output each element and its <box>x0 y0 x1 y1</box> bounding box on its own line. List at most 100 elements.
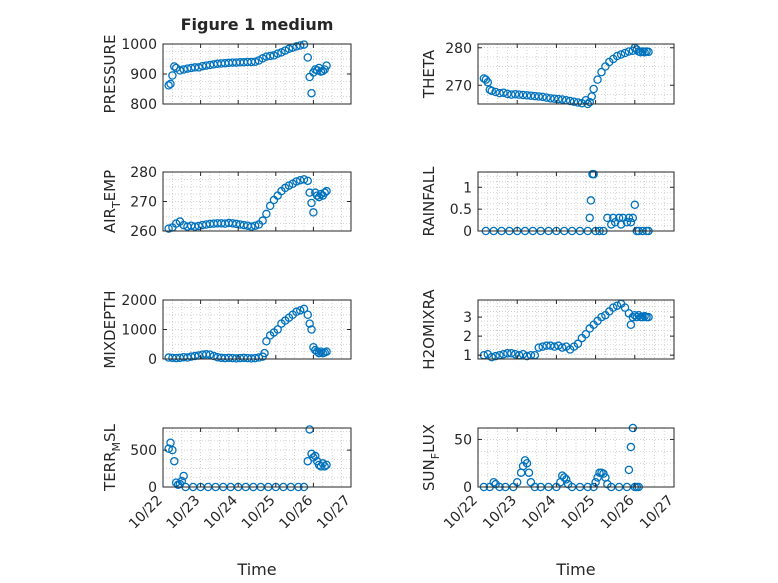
data-point <box>250 57 260 66</box>
data-point <box>624 47 634 56</box>
data-point <box>542 93 551 102</box>
y-tick-label: 0 <box>463 480 472 496</box>
data-point <box>487 352 496 362</box>
data-point <box>499 88 508 98</box>
data-point <box>303 310 313 319</box>
data-point <box>307 325 316 334</box>
y-tick-label: 2 <box>463 329 472 345</box>
data-point <box>616 50 626 59</box>
data-point <box>569 97 579 107</box>
data-point <box>518 349 528 359</box>
figure-title: Figure 1 medium <box>181 15 334 34</box>
data-point <box>322 186 331 196</box>
data-point <box>622 218 632 227</box>
data-point <box>316 347 326 356</box>
data-point <box>175 66 185 75</box>
data-point <box>603 213 612 223</box>
data-point <box>303 176 313 186</box>
data-point <box>201 350 211 359</box>
data-point <box>507 349 516 358</box>
y-tick-label: 1 <box>463 348 472 364</box>
data-point <box>626 442 636 452</box>
data-point <box>292 42 301 51</box>
data-point <box>573 98 583 107</box>
data-point <box>522 458 532 468</box>
data-point <box>581 330 591 339</box>
subplot-h2omixra: 1 2 3 H2OMIXRA <box>420 289 675 370</box>
data-point <box>495 88 504 98</box>
data-point <box>307 198 316 208</box>
data-point <box>309 208 318 217</box>
y-tick-label: 1 <box>463 180 472 196</box>
data-point <box>491 351 500 361</box>
data-point <box>209 351 219 361</box>
data-point <box>554 94 563 104</box>
data-point <box>273 49 282 58</box>
data-point <box>295 306 305 315</box>
axes-frame <box>477 299 675 360</box>
data-point <box>628 213 638 223</box>
data-point <box>305 188 314 197</box>
data-point <box>262 337 271 346</box>
data-point <box>166 79 175 89</box>
data-point <box>620 303 630 312</box>
data-point <box>597 312 606 322</box>
data-point <box>522 351 532 361</box>
y-tick-label: 0.5 <box>450 202 472 218</box>
data-point <box>320 188 329 197</box>
y-tick-label: 0 <box>148 480 157 496</box>
data-point <box>550 94 559 104</box>
data-point <box>558 343 567 352</box>
data-point <box>205 350 215 359</box>
data-point <box>503 349 512 358</box>
data-point <box>534 343 544 352</box>
data-point <box>503 89 512 99</box>
data-point <box>265 51 275 61</box>
data-point <box>587 92 596 101</box>
data-point <box>194 63 203 72</box>
data-point <box>258 216 267 225</box>
y-tick-label: 0 <box>148 352 157 368</box>
data-point <box>168 71 177 80</box>
data-point <box>597 67 606 77</box>
data-point <box>320 462 329 471</box>
data-point <box>620 48 630 58</box>
data-point <box>522 91 532 100</box>
data-point <box>538 342 547 351</box>
data-point <box>626 320 636 329</box>
data-point <box>573 339 583 349</box>
data-point <box>260 348 269 358</box>
data-point <box>284 44 294 54</box>
data-point <box>262 209 271 219</box>
data-point <box>171 478 181 487</box>
data-point <box>179 471 188 481</box>
x-axis-label: Time <box>555 560 595 579</box>
axes-frame <box>477 43 675 105</box>
data-point <box>589 169 598 179</box>
axes-frame <box>477 171 675 232</box>
data-point <box>299 304 309 314</box>
data-point <box>164 224 173 233</box>
y-tick-label: 1000 <box>121 37 157 53</box>
data-point <box>586 196 596 205</box>
y-tick-label: 260 <box>130 224 157 240</box>
data-point <box>530 91 540 101</box>
data-point <box>608 303 618 312</box>
y-tick-label: 1000 <box>121 323 157 339</box>
data-point <box>170 62 179 71</box>
data-point <box>626 218 636 227</box>
data-point <box>292 307 301 317</box>
subplot-rainfall: 0 0.5 1 RAINFALL <box>420 166 675 240</box>
data-point <box>632 312 642 322</box>
data-point <box>612 301 622 310</box>
data-point <box>164 81 173 90</box>
data-point <box>524 468 534 477</box>
y-axis-label: AIRTEMP <box>101 170 123 233</box>
y-tick-label: 280 <box>445 41 472 57</box>
data-point <box>250 221 260 230</box>
data-point <box>644 312 653 322</box>
subplot-air_temp: 260 270 280 AIRTEMP <box>101 165 352 240</box>
